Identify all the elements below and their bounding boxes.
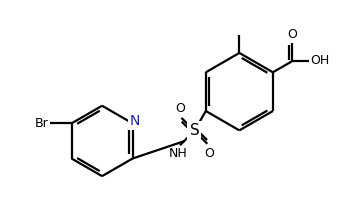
Text: NH: NH [169,147,188,160]
Text: O: O [287,28,297,41]
Text: O: O [204,147,214,160]
Text: OH: OH [310,54,329,67]
Text: O: O [175,102,185,115]
Text: S: S [189,123,199,138]
Text: N: N [130,114,140,128]
Text: Br: Br [34,117,48,130]
